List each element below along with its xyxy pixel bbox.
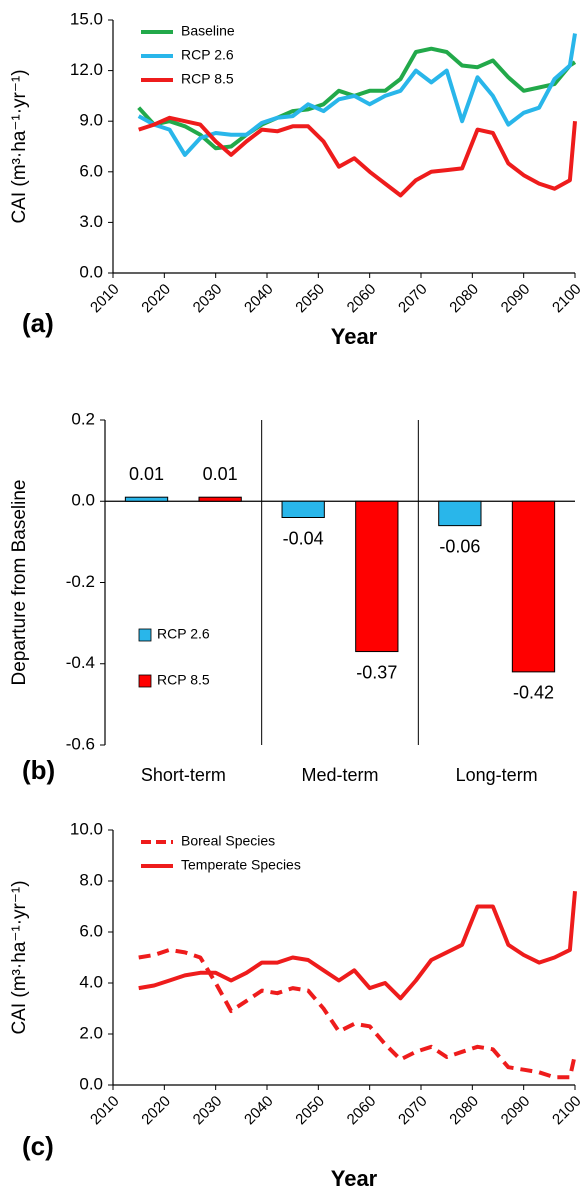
x-tick-label: 2030 <box>190 1093 226 1129</box>
x-tick-label: 2050 <box>292 281 328 317</box>
legend-label: Baseline <box>181 23 235 39</box>
x-tick-label: 2060 <box>344 281 380 317</box>
y-tick-label: 15.0 <box>70 9 103 28</box>
bar <box>281 500 325 518</box>
x-tick-label: 2090 <box>498 281 534 317</box>
legend-label: Boreal Species <box>181 833 275 849</box>
x-tick-label: 2070 <box>395 281 431 317</box>
x-tick-label: 2040 <box>241 1093 277 1129</box>
x-tick-label: 2040 <box>241 281 277 317</box>
value-label: -0.06 <box>439 536 480 556</box>
y-tick-label: -0.6 <box>66 734 95 753</box>
x-tick-label: Med-term <box>301 765 378 785</box>
x-tick-label: Short-term <box>141 765 226 785</box>
x-tick-label: 2070 <box>395 1093 431 1129</box>
y-tick-label: -0.2 <box>66 572 95 591</box>
bar <box>438 500 482 527</box>
legend-label: RCP 2.6 <box>157 626 210 642</box>
y-axis-title: Departure from Baseline <box>9 480 30 686</box>
x-tick-label: 2010 <box>87 1093 123 1129</box>
y-tick-label: 0.0 <box>79 262 103 281</box>
y-tick-label: -0.4 <box>66 653 95 672</box>
y-tick-label: 12.0 <box>70 60 103 79</box>
series-line <box>138 115 577 198</box>
x-tick-label: 2030 <box>190 281 226 317</box>
bar <box>355 500 399 653</box>
y-tick-label: 0.0 <box>79 1074 103 1093</box>
series-line <box>138 891 577 1001</box>
x-tick-label: Long-term <box>456 765 538 785</box>
y-axis-title: CAI (m³·ha⁻¹·yr⁻¹) <box>9 880 30 1034</box>
y-tick-label: 4.0 <box>79 972 103 991</box>
panel-label: (a) <box>22 308 54 338</box>
x-tick-label: 2050 <box>292 1093 328 1129</box>
legend-label: RCP 8.5 <box>181 71 234 87</box>
value-label: -0.04 <box>283 528 324 548</box>
x-tick-label: 2080 <box>446 281 482 317</box>
x-tick-label: 2020 <box>138 1093 174 1129</box>
legend-swatch <box>138 628 152 642</box>
bar <box>124 496 169 502</box>
legend-swatch <box>138 674 152 688</box>
x-tick-label: 2010 <box>87 281 123 317</box>
y-tick-label: 0.2 <box>71 409 95 428</box>
y-tick-label: 9.0 <box>79 111 103 130</box>
x-tick-label: 2090 <box>498 1093 534 1129</box>
value-label: -0.42 <box>513 683 554 703</box>
x-tick-label: 2060 <box>344 1093 380 1129</box>
bar <box>198 496 242 502</box>
value-label: 0.01 <box>203 464 238 484</box>
value-label: -0.37 <box>356 662 397 682</box>
bar <box>511 500 556 673</box>
y-tick-label: 10.0 <box>70 819 103 838</box>
legend-label: Temperate Species <box>181 857 301 873</box>
series-line <box>137 46 577 151</box>
y-tick-label: 6.0 <box>79 921 103 940</box>
series-line <box>138 947 577 1080</box>
x-tick-label: 2020 <box>138 281 174 317</box>
value-label: 0.01 <box>129 464 164 484</box>
panel-label: (b) <box>22 755 55 785</box>
legend-label: RCP 2.6 <box>181 47 234 63</box>
x-tick-label: 2100 <box>549 281 580 317</box>
y-tick-label: 8.0 <box>79 870 103 889</box>
y-tick-label: 6.0 <box>79 161 103 180</box>
y-tick-label: 3.0 <box>79 212 103 231</box>
y-axis-title: CAI (m³·ha⁻¹·yr⁻¹) <box>9 69 30 223</box>
x-axis-title: Year <box>331 1166 378 1191</box>
x-axis-title: Year <box>331 324 378 349</box>
series-line <box>137 33 577 157</box>
x-tick-label: 2080 <box>446 1093 482 1129</box>
y-tick-label: 2.0 <box>79 1023 103 1042</box>
legend-label: RCP 8.5 <box>157 672 210 688</box>
y-tick-label: 0.0 <box>71 491 95 510</box>
panel-label: (c) <box>22 1131 54 1161</box>
x-tick-label: 2100 <box>549 1093 580 1129</box>
